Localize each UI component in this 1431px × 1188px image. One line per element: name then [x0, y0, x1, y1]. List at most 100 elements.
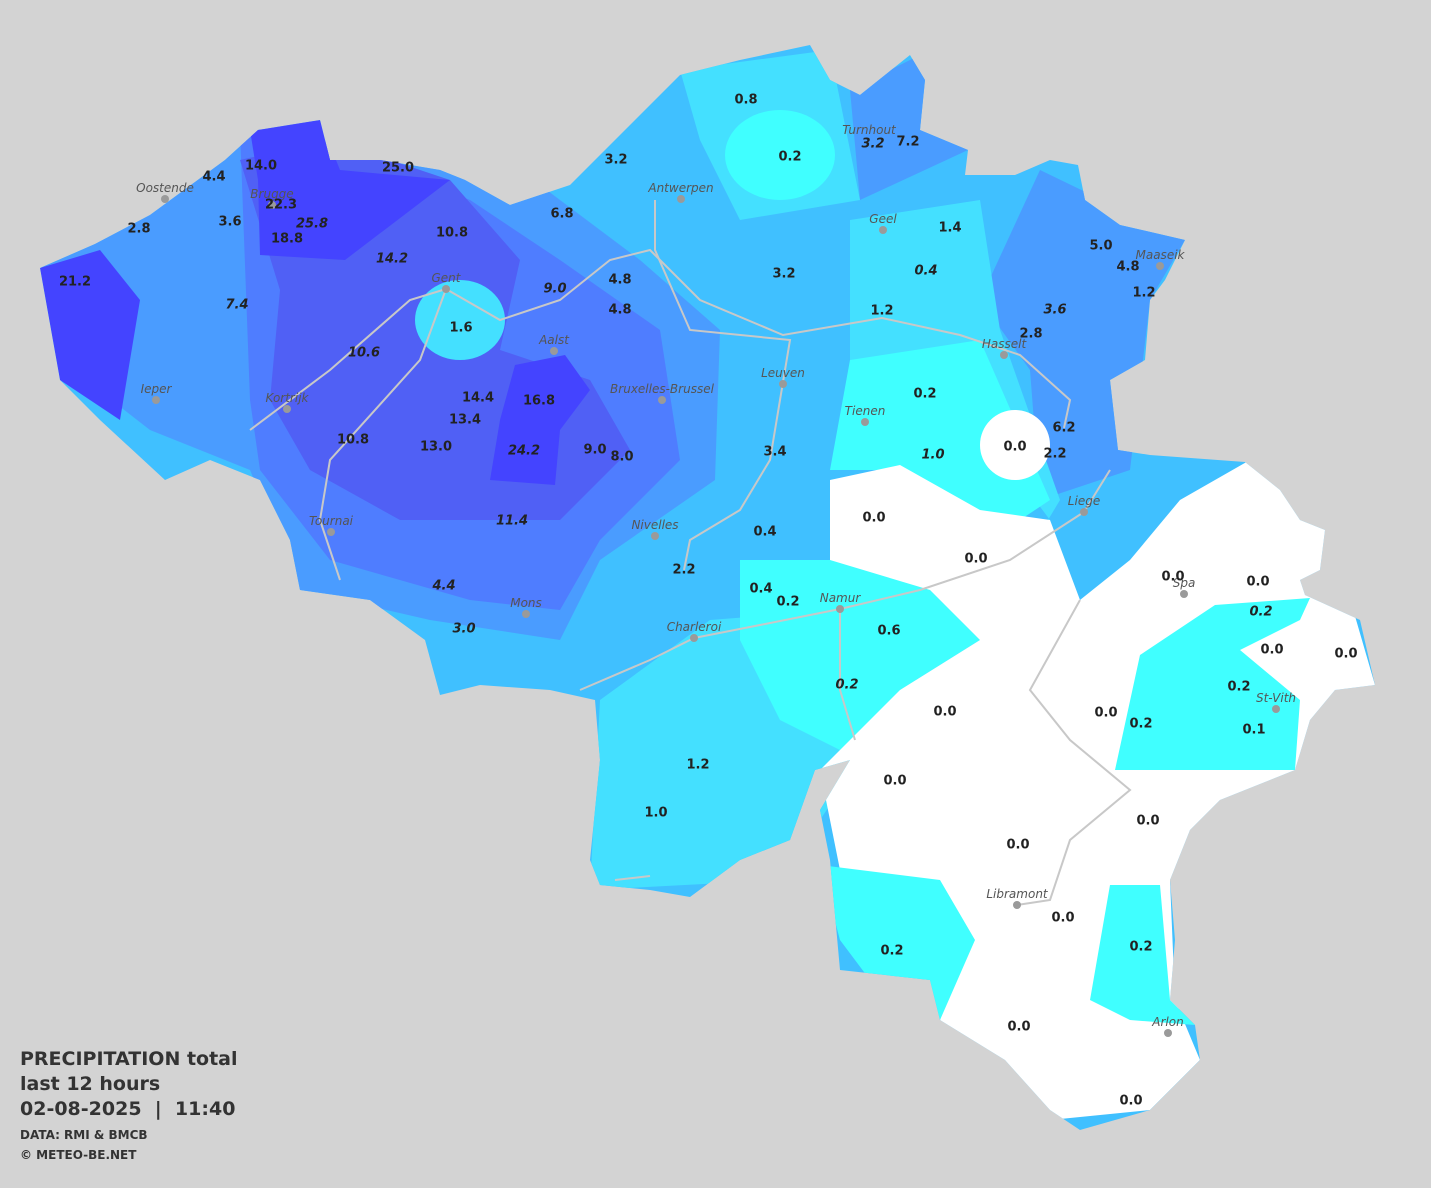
legend: PRECIPITATION total last 12 hours 02-08-… [20, 1048, 238, 1162]
precip-value: 1.2 [870, 304, 893, 319]
city-dot [152, 396, 160, 404]
city-name: Mons [510, 596, 542, 610]
legend-title: PRECIPITATION total [20, 1048, 238, 1070]
precip-value: 0.4 [749, 582, 772, 597]
city-name: Ieper [141, 382, 173, 396]
precip-value: 1.4 [938, 221, 961, 236]
zone-max-north [250, 120, 450, 260]
zone-bright-arlon [1090, 885, 1195, 1025]
city-name: Kortrijk [266, 391, 310, 405]
city-dot [522, 610, 530, 618]
river [249, 248, 1072, 431]
river [318, 288, 447, 581]
city-name: Brugge [250, 187, 293, 201]
precip-value: 0.4 [914, 264, 937, 279]
precip-value: 14.2 [376, 252, 408, 267]
precip-value: 5.0 [1089, 239, 1112, 254]
city-name: Tienen [845, 404, 886, 418]
precip-value: 3.4 [763, 445, 786, 460]
city-dot [442, 285, 450, 293]
city-name: Arlon [1151, 1015, 1183, 1029]
city-dot [690, 634, 698, 642]
city-dot [283, 405, 291, 413]
precip-value: 0.0 [933, 705, 956, 720]
precip-value: 16.8 [523, 394, 555, 409]
precip-value: 1.6 [449, 321, 472, 336]
border [1016, 599, 1132, 906]
precip-value: 9.0 [543, 282, 566, 297]
zone-max-west [40, 250, 140, 420]
precip-value: 2.8 [1019, 327, 1042, 342]
precip-value: 0.0 [883, 774, 906, 789]
city-dot [161, 195, 169, 203]
borders-rivers [249, 200, 1132, 906]
city-dot [677, 195, 685, 203]
city-name: Liege [1068, 494, 1100, 508]
precip-value: 0.2 [913, 387, 936, 402]
precip-value: 4.8 [608, 273, 631, 288]
city-dot [1000, 351, 1008, 359]
city-name: Spa [1173, 576, 1196, 590]
precip-value: 0.6 [877, 624, 900, 639]
legend-source: DATA: RMI & BMCB [20, 1128, 148, 1142]
precip-value: 3.6 [1043, 303, 1066, 318]
city-name: Antwerpen [647, 181, 713, 195]
zone-bright-namur [740, 560, 980, 760]
precip-value: 1.2 [686, 758, 709, 773]
city-dot [1156, 262, 1164, 270]
city-dot [1080, 508, 1088, 516]
precip-value: 25.0 [382, 161, 414, 176]
precip-value: 7.4 [225, 298, 248, 313]
zone-bright-center [830, 340, 1050, 560]
precip-value: 4.4 [431, 579, 455, 594]
river [839, 609, 856, 741]
precip-value: 13.4 [449, 413, 481, 428]
city-dot [1013, 901, 1021, 909]
precip-value: 11.4 [496, 514, 528, 529]
precip-value: 3.6 [218, 215, 241, 230]
city-name: Bruxelles-Brussel [610, 382, 715, 396]
zone-bright-sw [820, 865, 975, 1020]
precip-value: 0.0 [1334, 647, 1357, 662]
precip-value: 8.0 [610, 450, 633, 465]
city-name: Turnhout [842, 123, 897, 137]
city-dot [861, 418, 869, 426]
precip-value: 3.2 [604, 153, 627, 168]
city-name: St-Vith [1256, 691, 1296, 705]
zone-dry-hasselt [980, 410, 1050, 480]
precip-value: 4.8 [608, 303, 631, 318]
zone-bright-north [725, 110, 835, 200]
city-dot [651, 532, 659, 540]
precip-value: 10.8 [337, 433, 369, 448]
precip-value: 22.3 [265, 198, 297, 213]
precip-value: 0.0 [1136, 814, 1159, 829]
precip-value: 14.4 [462, 391, 494, 406]
precip-value: 1.0 [644, 806, 667, 821]
precip-value: 14.0 [245, 159, 277, 174]
precip-value: 0.2 [1249, 605, 1272, 620]
precip-value: 3.0 [452, 622, 475, 637]
precip-value: 7.2 [896, 135, 919, 150]
precip-value: 21.2 [59, 275, 91, 290]
city-name: Charleroi [667, 620, 722, 634]
precip-value: 10.8 [436, 226, 468, 241]
city-dot [1272, 705, 1280, 713]
precip-value: 0.8 [734, 93, 757, 108]
precip-value: 0.0 [1161, 570, 1184, 585]
precip-value: 13.0 [420, 440, 452, 455]
precip-value: 25.8 [296, 217, 328, 232]
precip-value: 0.0 [1007, 1020, 1030, 1035]
legend-copyright: © METEO-BE.NET [20, 1148, 137, 1162]
precip-value: 2.2 [672, 563, 695, 578]
river [654, 200, 792, 571]
precip-value: 0.0 [1260, 643, 1283, 658]
precip-value: 0.4 [753, 525, 776, 540]
precip-value: 0.0 [1006, 838, 1029, 853]
city-name: Geel [869, 212, 897, 226]
city-dot [1180, 590, 1188, 598]
city-dot [658, 396, 666, 404]
precip-value: 1.2 [1132, 286, 1155, 301]
precip-value: 0.1 [1242, 723, 1265, 738]
